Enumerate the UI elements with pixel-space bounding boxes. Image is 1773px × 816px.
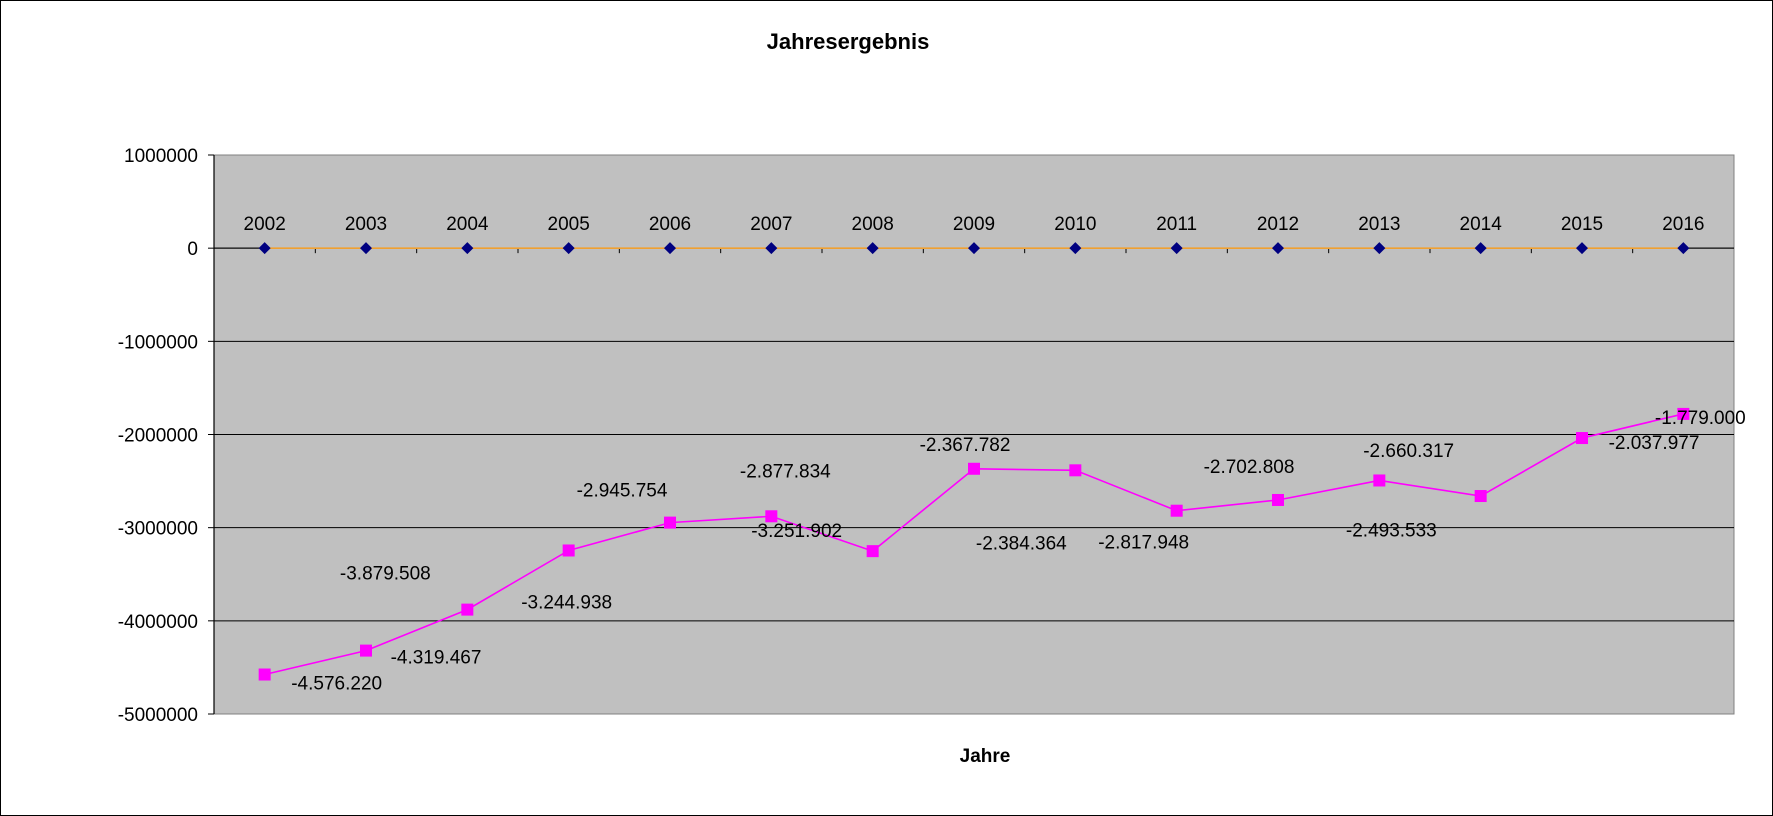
chart-title: Jahresergebnis: [767, 29, 930, 54]
data-label: -4.576.220: [291, 674, 382, 695]
data-label: -3.879.508: [340, 564, 431, 585]
data-point: [1373, 474, 1386, 487]
data-point: [968, 462, 980, 475]
x-tick-label: 2015: [1561, 214, 1603, 235]
data-point: [360, 242, 372, 255]
data-point: [1170, 242, 1183, 255]
x-tick-label: 2007: [750, 214, 792, 235]
data-labels: -4.576.220 -4.319.467 -3.879.508 -3.244.938…: [291, 408, 1746, 695]
x-tick-label: 2006: [649, 214, 691, 235]
data-label: -2.877.834: [740, 461, 831, 482]
data-point: [1576, 432, 1588, 445]
data-point: [461, 242, 474, 255]
data-point: [360, 644, 372, 657]
x-tick-label: 2014: [1460, 214, 1503, 235]
data-label: -2.384.364: [976, 533, 1067, 554]
data-label: -1.779.000: [1655, 408, 1746, 429]
data-point: [1272, 493, 1284, 506]
x-tick-label: 2003: [345, 214, 387, 235]
data-point: [1170, 504, 1183, 517]
data-point: [866, 242, 879, 255]
data-label: -2.945.754: [577, 481, 668, 502]
data-point: [1272, 242, 1284, 255]
data-point: [664, 516, 676, 529]
data-point: [866, 545, 879, 558]
data-point: [258, 242, 271, 255]
data-point: [461, 603, 474, 616]
x-axis-label: Jahre: [960, 746, 1011, 767]
data-point: [562, 544, 575, 557]
y-axis: 1000000 0 -1000000 -2000000 -3000000 -4000000…: [118, 146, 215, 726]
data-point: [1677, 242, 1690, 255]
y-tick-label: -2000000: [118, 426, 198, 447]
data-point: [1474, 490, 1487, 503]
data-label: -2.817.948: [1098, 533, 1189, 554]
x-tick-label: 2010: [1054, 214, 1096, 235]
data-point: [1474, 242, 1487, 255]
data-label: -2.660.317: [1363, 441, 1454, 462]
data-label: -2.493.533: [1346, 520, 1437, 541]
data-point: [1576, 242, 1588, 255]
y-tick-label: 0: [187, 239, 198, 260]
data-point: [968, 242, 980, 255]
data-point: [258, 668, 271, 681]
y-tick-label: -5000000: [118, 705, 198, 726]
data-point: [562, 242, 575, 255]
x-tick-label: 2011: [1156, 214, 1197, 235]
x-axis-ticks: 2002 2003 2004 2005 2006 2007 2008 2009 2010 2011…: [213, 214, 1734, 254]
data-label: -2.037.977: [1609, 433, 1700, 454]
data-point: [765, 242, 778, 255]
x-tick-label: 2013: [1358, 214, 1400, 235]
x-tick-label: 2008: [852, 214, 894, 235]
y-tick-label: -4000000: [118, 612, 198, 633]
x-tick-label: 2016: [1662, 214, 1704, 235]
data-point: [664, 242, 676, 255]
x-tick-label: 2012: [1257, 214, 1299, 235]
x-tick-label: 2009: [953, 214, 995, 235]
data-label: -2.702.808: [1204, 457, 1295, 478]
series-group: [258, 242, 1690, 681]
x-tick-label: 2004: [446, 214, 489, 235]
data-point: [1677, 407, 1690, 420]
data-label: -3.244.938: [521, 592, 612, 613]
data-point: [1373, 242, 1386, 255]
data-point: [765, 510, 778, 523]
data-label: -2.367.782: [920, 435, 1011, 456]
data-label: -4.319.467: [391, 648, 482, 669]
x-tick-label: 2005: [548, 214, 590, 235]
data-point: [1069, 464, 1082, 477]
data-point: [1069, 242, 1082, 255]
data-label: -3.251.902: [751, 521, 842, 542]
y-tick-label: -1000000: [118, 332, 198, 353]
y-tick-label: -3000000: [118, 519, 198, 540]
x-tick-label: 2002: [244, 214, 286, 235]
y-tick-label: 1000000: [124, 146, 198, 167]
